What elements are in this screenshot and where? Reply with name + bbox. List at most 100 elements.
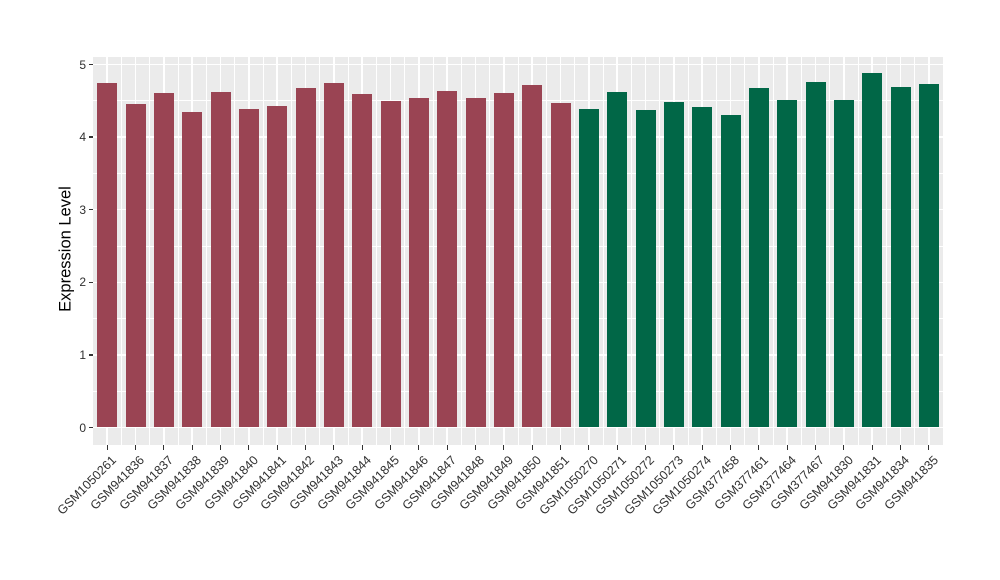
- gridline-minor-vertical: [489, 57, 491, 445]
- gridline-minor-vertical: [602, 57, 604, 445]
- bar-GSM1050270: [578, 108, 599, 428]
- bar-GSM941847: [437, 91, 458, 428]
- x-tick-mark: [106, 445, 108, 450]
- gridline-minor-vertical: [234, 57, 236, 445]
- x-tick-mark: [673, 445, 675, 450]
- x-tick-mark: [644, 445, 647, 450]
- x-tick-mark: [928, 445, 930, 450]
- plot-panel: [93, 57, 943, 445]
- gridline-minor-vertical: [347, 57, 349, 445]
- y-axis-title: Expression Level: [56, 186, 75, 312]
- x-tick-mark: [588, 445, 590, 450]
- gridline-minor-vertical: [715, 57, 717, 445]
- x-tick-mark: [616, 445, 618, 450]
- x-tick-mark: [276, 445, 278, 450]
- y-tick-label: 1: [79, 347, 86, 362]
- y-tick-mark: [88, 209, 93, 211]
- x-tick-mark: [418, 445, 420, 450]
- bar-GSM941835: [918, 84, 939, 428]
- gridline-minor-vertical: [744, 57, 746, 445]
- gridline-minor-vertical: [120, 57, 122, 445]
- bar-GSM941842: [295, 88, 316, 428]
- bar-GSM941838: [182, 111, 203, 428]
- gridline-minor-vertical: [404, 57, 406, 445]
- bar-GSM941841: [267, 105, 288, 428]
- gridline-minor-vertical: [687, 57, 689, 445]
- y-tick-mark: [88, 63, 93, 66]
- gridline-minor-vertical: [177, 57, 179, 445]
- bar-GSM941839: [210, 92, 231, 428]
- bar-GSM941850: [522, 84, 543, 428]
- x-tick-mark: [871, 445, 873, 450]
- gridline-minor-vertical: [205, 57, 207, 445]
- x-tick-mark: [248, 445, 250, 450]
- bar-GSM941834: [890, 87, 911, 428]
- x-tick-mark: [814, 445, 817, 450]
- gridline-minor-vertical: [800, 57, 802, 445]
- x-tick-mark: [219, 445, 222, 450]
- x-tick-mark: [361, 445, 363, 450]
- bar-GSM941848: [465, 97, 486, 428]
- bar-GSM941830: [833, 100, 854, 428]
- y-tick-label: 4: [79, 130, 86, 145]
- bar-GSM941831: [862, 73, 883, 428]
- bar-GSM941845: [380, 100, 401, 428]
- gridline-minor-vertical: [857, 57, 859, 445]
- gridline-minor-vertical: [545, 57, 547, 445]
- bar-GSM377461: [748, 87, 769, 428]
- x-tick-mark: [333, 445, 335, 450]
- bar-GSM1050274: [692, 107, 713, 428]
- bar-GSM941843: [323, 83, 344, 428]
- gridline-minor-vertical: [659, 57, 661, 445]
- bar-GSM941836: [125, 103, 146, 428]
- y-tick-mark: [88, 281, 93, 283]
- gridline-minor-vertical: [149, 57, 151, 445]
- x-tick-mark: [531, 445, 533, 450]
- gridline-minor-vertical: [829, 57, 831, 445]
- gridline-minor-vertical: [290, 57, 292, 445]
- y-tick-label: 3: [79, 202, 86, 217]
- x-tick-mark: [701, 445, 703, 450]
- bar-GSM377464: [777, 100, 798, 428]
- bar-GSM941837: [153, 92, 174, 428]
- gridline-minor-vertical: [319, 57, 321, 445]
- x-tick-mark: [304, 445, 307, 450]
- gridline-minor-vertical: [772, 57, 774, 445]
- gridline-minor-vertical: [630, 57, 632, 445]
- gridline-minor-vertical: [460, 57, 462, 445]
- x-tick-mark: [503, 445, 505, 450]
- x-tick-mark: [899, 445, 902, 450]
- gridline-minor-vertical: [517, 57, 519, 445]
- bar-GSM941840: [238, 108, 259, 428]
- y-tick-mark: [88, 426, 93, 429]
- y-tick-label: 0: [79, 420, 86, 435]
- x-tick-mark: [134, 445, 137, 450]
- y-tick-mark: [88, 136, 93, 138]
- gridline-minor-vertical: [432, 57, 434, 445]
- x-tick-mark: [163, 445, 165, 450]
- bar-GSM1050271: [607, 92, 628, 428]
- gridline-minor-vertical: [885, 57, 887, 445]
- bar-GSM941851: [550, 102, 571, 428]
- x-tick-mark: [191, 445, 193, 450]
- bar-GSM377467: [805, 81, 826, 428]
- x-tick-mark: [559, 445, 562, 450]
- bar-GSM941849: [493, 92, 514, 428]
- gridline-minor-vertical: [574, 57, 576, 445]
- x-tick-mark: [758, 445, 760, 450]
- y-tick-label: 2: [79, 275, 86, 290]
- x-tick-mark: [389, 445, 392, 450]
- bar-GSM1050273: [663, 101, 684, 428]
- bar-GSM1050272: [635, 109, 656, 428]
- gridline-minor-vertical: [262, 57, 264, 445]
- y-tick-label: 5: [79, 57, 86, 72]
- bar-GSM377458: [720, 114, 741, 428]
- x-tick-mark: [843, 445, 845, 450]
- y-tick-mark: [88, 354, 93, 356]
- bar-GSM941846: [408, 97, 429, 428]
- gridline-minor-vertical: [914, 57, 916, 445]
- x-tick-mark: [446, 445, 448, 450]
- x-tick-mark: [729, 445, 732, 450]
- x-tick-mark: [786, 445, 788, 450]
